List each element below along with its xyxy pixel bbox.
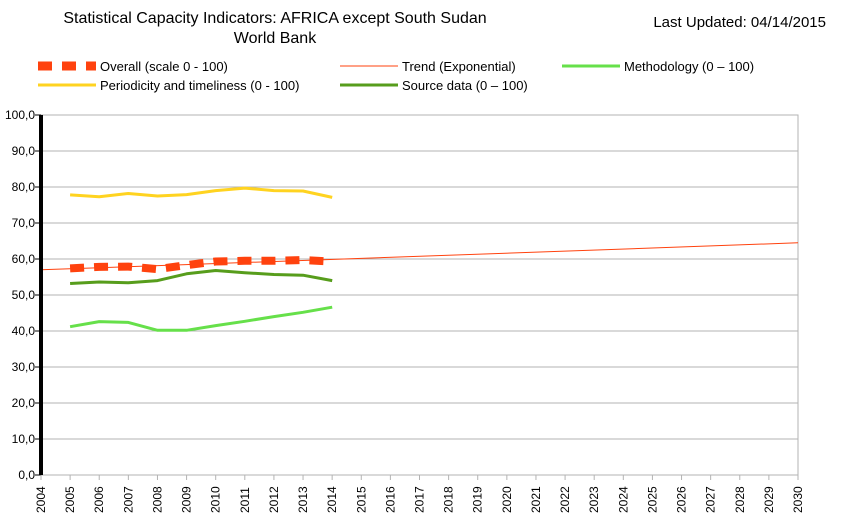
x-tick-label: 2030 (791, 486, 805, 513)
x-tick-label: 2005 (63, 486, 77, 513)
x-tick-label: 2004 (34, 486, 48, 513)
x-tick-label: 2024 (616, 486, 630, 513)
x-tick-label: 2020 (500, 486, 514, 513)
chart-subtitle: World Bank (233, 30, 317, 47)
series-line-methodology-0-100 (69, 305, 333, 332)
y-tick-label: 100,0 (5, 108, 35, 122)
x-tick-label: 2019 (471, 486, 485, 513)
x-tick-label: 2011 (238, 487, 252, 513)
x-axis-ticks: 2004 2005 2006 2007 2008 2009 2010 2011 2012 2013… (34, 475, 805, 513)
legend-label: Source data (0 – 100) (402, 78, 528, 93)
chart-title: Statistical Capacity Indicators: AFRICA … (63, 10, 487, 27)
y-tick-label: 30,0 (12, 360, 36, 374)
x-tick-label: 2026 (675, 486, 689, 513)
legend-label: Trend (Exponential) (402, 59, 516, 74)
x-tick-label: 2018 (442, 486, 456, 513)
legend-label: Overall (scale 0 - 100) (100, 59, 228, 74)
legend-item-overall-scale-0-100: Overall (scale 0 - 100) (38, 59, 228, 74)
series-line-periodicity-and-timeliness-0-100 (70, 186, 333, 199)
last-updated: Last Updated: 04/14/2015 (653, 14, 826, 31)
legend-label: Periodicity and timeliness (0 - 100) (100, 78, 299, 93)
y-axis-ticks: 0,0 10,0 20,0 30,0 40,0 50,0 60,0 70,0 80,0 90,0 1… (5, 108, 41, 482)
x-tick-label: 2007 (121, 486, 135, 513)
x-tick-label: 2016 (383, 486, 397, 513)
legend: Overall (scale 0 - 100) Trend (Exponentia… (38, 59, 754, 93)
x-tick-label: 2014 (325, 486, 339, 513)
y-tick-label: 10,0 (12, 432, 36, 446)
x-tick-label: 2029 (762, 486, 776, 513)
x-tick-label: 2013 (296, 486, 310, 513)
x-tick-label: 2028 (733, 486, 747, 513)
y-tick-label: 70,0 (12, 216, 36, 230)
series-layer (40, 186, 799, 332)
x-tick-label: 2022 (558, 486, 572, 513)
series-line-source-data-0-100 (70, 269, 333, 285)
x-tick-label: 2021 (529, 486, 543, 513)
legend-label: Methodology (0 – 100) (624, 59, 754, 74)
y-tick-label: 80,0 (12, 180, 36, 194)
last-updated-label: Last Updated: (653, 14, 747, 31)
legend-item-periodicity-and-timeliness-0-100: Periodicity and timeliness (0 - 100) (38, 78, 299, 93)
x-tick-label: 2015 (354, 486, 368, 513)
y-tick-label: 50,0 (12, 288, 36, 302)
legend-item-methodology-0-100: Methodology (0 – 100) (562, 59, 754, 74)
x-tick-label: 2025 (645, 486, 659, 513)
y-tick-label: 20,0 (12, 396, 36, 410)
x-tick-label: 2027 (704, 486, 718, 513)
legend-item-source-data-0-100: Source data (0 – 100) (340, 78, 528, 93)
x-tick-label: 2008 (150, 486, 164, 513)
x-tick-label: 2009 (180, 486, 194, 513)
legend-item-trend-exponential: Trend (Exponential) (340, 59, 516, 74)
x-tick-label: 2017 (413, 486, 427, 513)
y-tick-label: 90,0 (12, 144, 36, 158)
grid-lines (40, 114, 799, 476)
series-line-overall-scale-0-100 (69, 256, 333, 274)
y-tick-label: 40,0 (12, 324, 36, 338)
x-tick-label: 2010 (209, 486, 223, 513)
last-updated-date: 04/14/2015 (750, 14, 826, 31)
x-tick-label: 2023 (587, 486, 601, 513)
y-tick-label: 0,0 (18, 468, 35, 482)
x-tick-label: 2006 (92, 486, 106, 513)
y-tick-label: 60,0 (12, 252, 36, 266)
x-tick-label: 2012 (267, 486, 281, 513)
